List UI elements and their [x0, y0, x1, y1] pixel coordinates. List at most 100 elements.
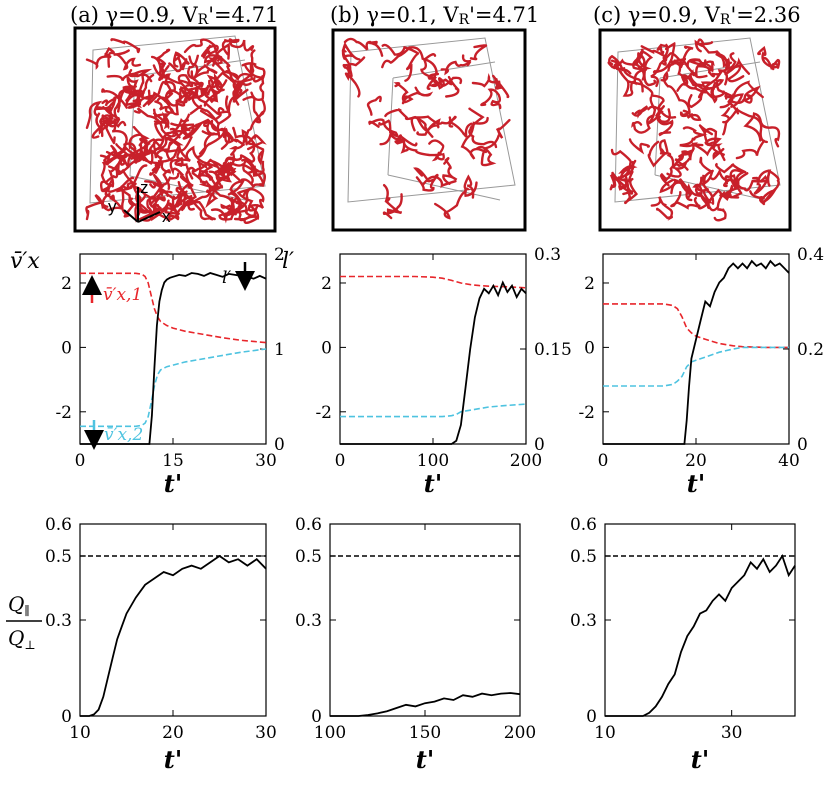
x-axis-label: t'	[424, 469, 442, 498]
y-right-tick-label: 0.15	[534, 340, 572, 360]
ylabel-vx: v̄′x	[10, 249, 40, 274]
series-line-cyan	[80, 348, 267, 428]
chart-a-middle: 0 15 30 t' -2 0 2 0 1 2	[55, 245, 284, 498]
x-tick-label: 10	[594, 723, 616, 743]
y-tick-label: 0	[586, 707, 597, 727]
x-axis-label: t'	[691, 745, 709, 774]
y-tick-label: -2	[315, 403, 332, 423]
series-line-red	[603, 303, 789, 349]
y-tick-label: 2	[61, 274, 72, 294]
vortex-tubes	[607, 38, 781, 222]
cube-edges	[614, 37, 781, 203]
svg-text:Q∥: Q∥	[8, 592, 30, 618]
y-tick-label: 0	[321, 338, 332, 358]
series-line-black	[330, 692, 521, 717]
y-tick-label: 0	[61, 707, 72, 727]
plot-frame	[79, 523, 267, 717]
y-tick-label: -2	[55, 403, 72, 423]
y-right-tick-label: 0	[274, 435, 285, 455]
panel-a-title: (a) γ=0.9, VR'=4.71	[70, 3, 278, 28]
y-tick-label: 0	[584, 338, 595, 358]
x-tick-label: 0	[75, 451, 86, 471]
series-line-cyan	[340, 403, 527, 418]
x-tick-label: 100	[417, 451, 449, 471]
legend-l: l′	[222, 262, 255, 291]
x-axis-label: t'	[687, 469, 705, 498]
x-axis-label: t'	[416, 745, 434, 774]
x-tick-label: 20	[162, 723, 184, 743]
vortex-snapshot-a	[73, 26, 277, 233]
legend-vx1-label: v̄′x,1	[103, 285, 142, 305]
panel-b-title: (b) γ=0.1, VR'=4.71	[330, 3, 539, 28]
panel-c-title: (c) γ=0.9, VR'=2.36	[593, 3, 801, 28]
y-tick-label: 0.3	[570, 611, 597, 631]
plot-frame	[79, 253, 267, 445]
x-tick-label: 200	[504, 723, 536, 743]
y-tick-label: 0.3	[45, 611, 72, 631]
vortex-snapshot-c	[598, 28, 792, 232]
y-right-tick-label: 0	[534, 435, 545, 455]
chart-c-bottom: 10 30 t' 0 0.3 0.5 0.6	[570, 515, 796, 774]
legend-vx2-label: v̄′x,2	[104, 425, 143, 445]
x-tick-label: 40	[778, 451, 800, 471]
x-axis-label: t'	[164, 469, 182, 498]
axis-z-label: z	[140, 178, 149, 197]
chart-a-bottom: 10 20 30 t' 0 0.3 0.5 0.6	[45, 515, 277, 774]
svg-text:Q⊥: Q⊥	[8, 626, 36, 652]
x-tick-label: 0	[598, 451, 609, 471]
chart-b-middle: 0 100 200 t' -2 0 2 0 0.15 0.3	[315, 245, 571, 498]
series-line-cyan	[603, 346, 789, 387]
vortex-tubes	[341, 37, 511, 220]
x-tick-label: 15	[162, 451, 184, 471]
legend-vx2: v̄′x,2	[84, 420, 143, 450]
y-tick-label: 2	[321, 274, 332, 294]
y-tick-label: 0	[311, 707, 322, 727]
chart-b-bottom: 100 150 200 t' 0 0.3 0.5 0.6	[295, 515, 536, 774]
y-tick-label: 0	[61, 338, 72, 358]
plot-frame	[604, 523, 796, 717]
plot-frame	[602, 253, 790, 445]
y-right-tick-label: 0.2	[797, 340, 824, 360]
x-tick-label: 10	[69, 723, 91, 743]
x-tick-label: 30	[255, 451, 277, 471]
y-right-tick-label: 1	[274, 340, 285, 360]
plot-frame	[339, 253, 527, 445]
y-tick-label: 2	[584, 274, 595, 294]
axis-triad: y z x	[108, 178, 171, 226]
x-tick-label: 0	[335, 451, 346, 471]
y-right-tick-label: 0.4	[797, 245, 824, 265]
x-tick-label: 20	[685, 451, 707, 471]
ylabel-q-ratio: Q∥ Q⊥	[6, 592, 42, 652]
y-tick-label: 0.5	[570, 547, 597, 567]
legend-l-label: l′	[222, 268, 231, 288]
series-line-black	[605, 553, 796, 717]
y-tick-label: 0.6	[570, 515, 597, 535]
x-tick-label: 30	[255, 723, 277, 743]
y-right-tick-label: 0.3	[534, 245, 561, 265]
ylabel-l: l′	[282, 249, 294, 274]
x-tick-label: 150	[409, 723, 441, 743]
vortex-tubes	[85, 38, 267, 225]
axis-y-label: y	[108, 197, 117, 216]
y-tick-label: 0.3	[295, 611, 322, 631]
series-line-black	[80, 554, 267, 717]
axis-x-label: x	[162, 207, 171, 226]
series-line-red	[340, 275, 527, 289]
series-line-red	[80, 272, 267, 344]
x-tick-label: 200	[510, 451, 542, 471]
x-tick-label: 100	[314, 723, 346, 743]
x-axis-label: t'	[164, 745, 182, 774]
y-tick-label: -2	[578, 403, 595, 423]
series-line-black	[340, 280, 527, 445]
series-line-black	[603, 259, 790, 445]
y-tick-label: 0.6	[295, 515, 322, 535]
y-tick-label: 0.5	[45, 547, 72, 567]
y-right-tick-label: 0	[797, 435, 808, 455]
plot-frame	[329, 523, 521, 717]
legend-vx1: v̄′x,1	[82, 275, 142, 305]
y-tick-label: 0.6	[45, 515, 72, 535]
vortex-snapshot-b	[331, 28, 527, 232]
x-tick-label: 30	[721, 723, 743, 743]
